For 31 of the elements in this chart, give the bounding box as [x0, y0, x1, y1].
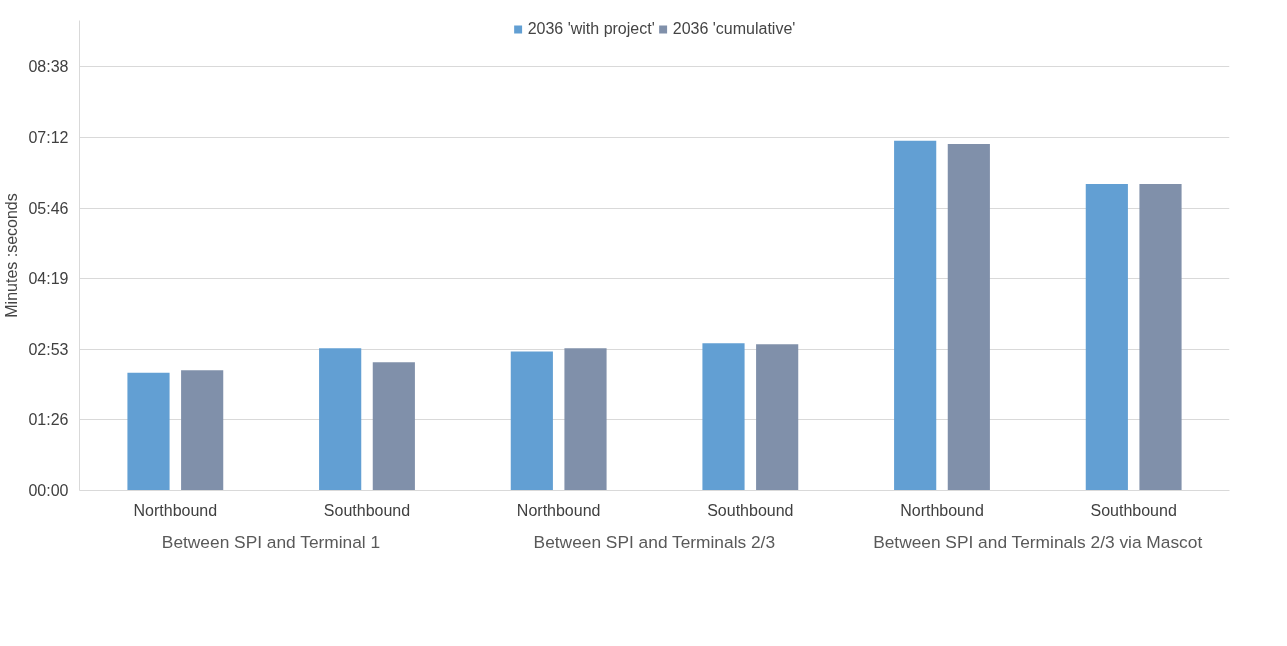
- y-tick-label: 05:46: [28, 199, 69, 217]
- bar: [319, 348, 362, 491]
- bar: [947, 143, 990, 491]
- bar: [372, 362, 415, 491]
- x-tick-label: Northbound: [900, 501, 984, 519]
- legend-label: 2036 'with project': [527, 20, 655, 38]
- bar: [1085, 183, 1128, 491]
- bar: [564, 348, 607, 491]
- bar: [702, 343, 745, 491]
- x-tick-label: Northbound: [133, 501, 218, 519]
- y-tick-label: 08:38: [28, 58, 69, 76]
- bar: [127, 372, 170, 491]
- x-tick-label: Southbound: [323, 501, 411, 519]
- x-tick-label: Southbound: [1090, 501, 1177, 519]
- y-tick-label: 01:26: [28, 411, 69, 429]
- y-tick-label: 04:19: [28, 270, 69, 288]
- text: Between SPI and Terminals 2/3 via Mascot: [873, 531, 1203, 552]
- y-tick-label: 02:53: [28, 340, 69, 358]
- text: Between SPI and Terminals 2/3: [533, 531, 776, 552]
- text: Between SPI and Terminal 1: [161, 531, 381, 552]
- bar: [894, 140, 937, 491]
- bar: [756, 344, 799, 491]
- legend-label: 2036 'cumulative': [672, 20, 796, 38]
- bar: [181, 370, 224, 491]
- bar: [510, 351, 553, 491]
- y-tick-label: 00:00: [28, 482, 69, 499]
- y-axis-title: Minutes :seconds: [3, 193, 21, 318]
- x-tick-label: Southbound: [707, 501, 794, 519]
- x-tick-label: Northbound: [516, 501, 601, 519]
- bar: [1139, 183, 1182, 491]
- y-tick-label: 07:12: [28, 128, 69, 146]
